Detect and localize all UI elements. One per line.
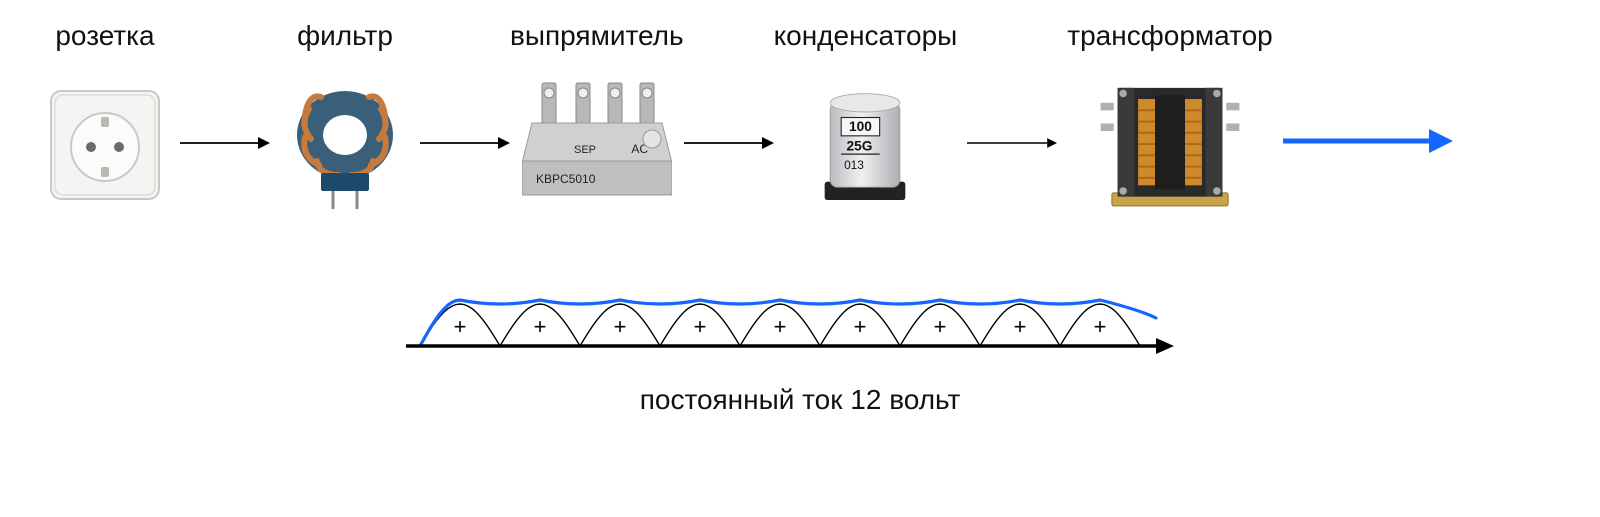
node-rectifier: выпрямитель AC SEP KBPC5010 (510, 20, 684, 220)
waveform-area: + + + + + + + + + постоянный ток 12 вольт (0, 260, 1600, 416)
label-capacitor: конденсаторы (774, 20, 958, 52)
node-capacitor: конденсаторы 100 25G 013 (774, 20, 958, 220)
label-filter: фильтр (297, 20, 393, 52)
svg-text:+: + (614, 314, 627, 339)
cap-25g: 25G (847, 139, 873, 154)
arrow-2 (420, 68, 510, 218)
label-rectifier: выпрямитель (510, 20, 684, 52)
label-socket: розетка (55, 20, 154, 52)
svg-text:+: + (1014, 314, 1027, 339)
node-transformer: трансформатор (1067, 20, 1272, 220)
label-transformer: трансформатор (1067, 20, 1272, 52)
arrow-1 (180, 68, 270, 218)
svg-text:+: + (694, 314, 707, 339)
output-arrow (1283, 126, 1453, 161)
waveform-caption: постоянный ток 12 вольт (640, 384, 961, 416)
svg-text:+: + (774, 314, 787, 339)
rect-sep: SEP (574, 144, 596, 156)
socket-icon (30, 70, 180, 220)
node-filter: фильтр (270, 20, 420, 220)
waveform-icon: + + + + + + + + + (390, 260, 1210, 370)
capacitor-icon: 100 25G 013 (790, 70, 940, 220)
arrow-3 (684, 68, 774, 218)
cap-100: 100 (849, 119, 872, 134)
arrow-4 (957, 68, 1067, 218)
svg-text:+: + (1094, 314, 1107, 339)
filter-icon (270, 70, 420, 220)
svg-text:+: + (934, 314, 947, 339)
svg-text:+: + (454, 314, 467, 339)
rectifier-icon: AC SEP KBPC5010 (522, 70, 672, 220)
component-chain: розетка фильтр (0, 0, 1600, 220)
svg-text:+: + (854, 314, 867, 339)
svg-text:+: + (534, 314, 547, 339)
node-socket: розетка (30, 20, 180, 220)
rect-model: KBPC5010 (536, 172, 596, 186)
cap-013: 013 (844, 158, 864, 172)
transformer-icon (1095, 70, 1245, 220)
